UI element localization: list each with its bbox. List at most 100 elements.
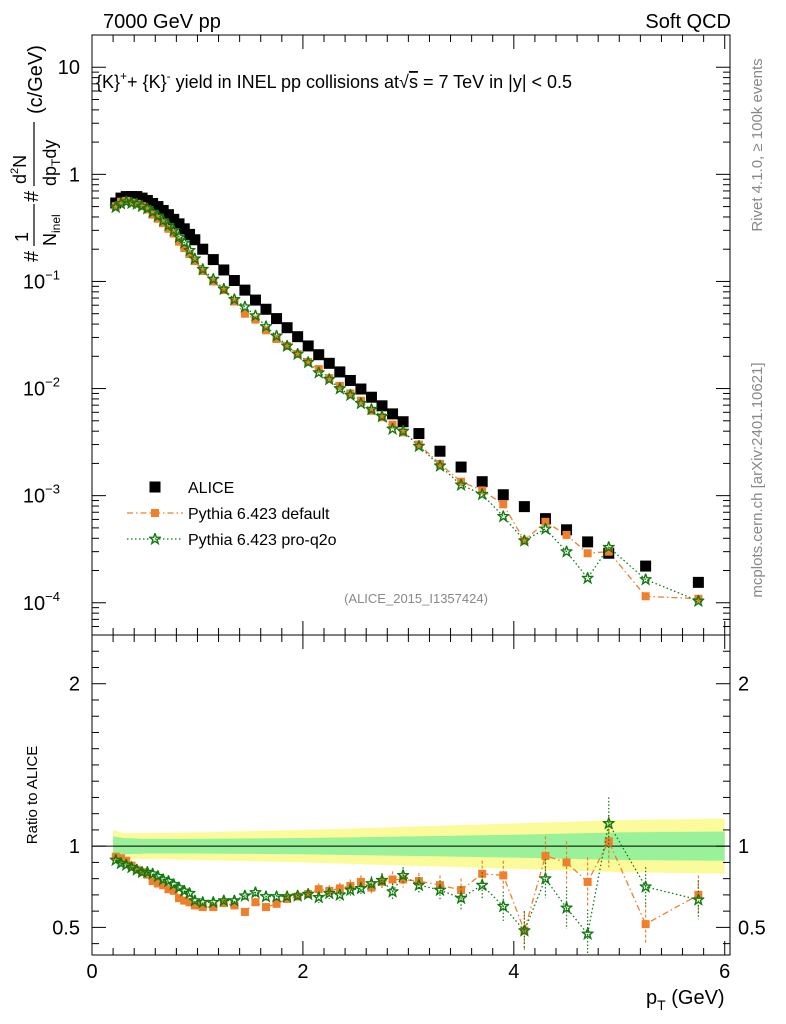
alice-point [365,391,377,403]
main-y-tick-label: 10 [58,57,80,79]
ratio-default-point [388,875,397,884]
legend-marker-alice [149,481,161,493]
ratio-default-point [169,886,178,895]
title-sup2: - [167,69,171,83]
ratio-default-point [148,877,157,886]
ratio-default-point [562,858,571,867]
alice-point [355,383,367,395]
ratio-default-point [198,903,207,912]
ratio-y-label: Ratio to ALICE [24,746,41,844]
ratio-default-point [240,907,249,916]
ratio-q2o-point [581,927,594,940]
ratio-default-point [132,865,141,874]
ratio-y-tick-label-right: 0.5 [738,917,766,939]
svg-text:d2N: d2N [9,155,30,184]
alice-point [239,284,251,296]
ratio-y-tick-label-right: 1 [738,836,749,858]
ylabel-num2sup: 2 [9,168,21,174]
pythia-default-point [346,389,355,398]
alice-point [178,223,190,235]
alice-point [292,331,304,343]
ratio-default-point [604,837,613,846]
main-line-pythia-6-423-default [115,200,699,600]
ratio-frame [91,634,731,956]
header-right: Soft QCD [645,11,731,33]
ylabel-den2: dp [40,166,60,186]
mcplots-label: mcplots.cern.ch [arXiv:2401.10621] [749,362,766,597]
ratio-default-point [641,920,650,929]
main-y-label: # 1 Ninel # d2N dpTdy (c/GeV) [9,45,63,262]
pythia-default-point [399,428,408,437]
x-tick-label: 6 [719,961,730,983]
pythia-default-point [240,309,249,318]
pythia-default-point [262,326,270,335]
pythia-default-point [414,440,423,449]
alice-point [344,374,356,386]
plot-title: {K}++ {K}- yield in INEL pp collisions a… [96,69,572,92]
pythia-default-point [143,205,152,214]
title-sqrt: √ [399,72,409,92]
analysis-id: (ALICE_2015_I1357424) [344,591,488,606]
ratio-default-point [159,881,168,890]
alice-point [260,303,272,315]
ratio-axis-ticks: 0.5 0.5 1 1 2 2 [52,650,766,945]
ratio-default-point [325,886,334,895]
header-left: 7000 GeV pp [103,11,221,33]
legend-label: Pythia 6.423 pro-q2o [188,532,337,549]
pythia-default-point [436,459,444,468]
alice-point [302,340,314,352]
pythia-default-point [583,549,592,558]
ratio-default-point [541,851,550,860]
ratio-default-point [185,898,194,907]
title-mid: yield in INEL pp collisions at [171,72,399,92]
ratio-default-point [457,886,466,895]
pythia-default-point [520,536,529,545]
ratio-y-tick-label-right: 2 [738,674,749,696]
alice-point [413,428,425,440]
ylabel-num2: d [10,174,30,184]
title-k2: {K} [143,72,167,92]
alice-point [376,400,388,412]
alice-point [323,357,335,369]
x-axis-ticks: 0 2 4 6 [86,35,730,983]
title-tail: = 7 TeV in |y| < 0.5 [418,72,572,92]
legend-label: Pythia 6.423 default [188,506,330,523]
ratio-default-point [335,884,344,893]
ratio-series-group [109,797,705,955]
ratio-default-point [153,879,162,888]
svg-text:Ninel: Ninel [40,214,63,246]
alice-point [189,234,201,246]
ratio-default-point [251,898,260,907]
ylabel-num1: 1 [12,232,32,242]
main-y-tick-exp: −2 [45,375,60,390]
x-tick-label: 4 [508,961,519,983]
alice-point [455,461,467,473]
alice-point [476,476,488,488]
ratio-y-tick-label: 1 [69,836,80,858]
pythia-default-point [562,530,571,539]
rivet-label: Rivet 4.1.0, ≥ 100k events [749,58,766,231]
pythia-default-point [304,357,313,366]
alice-point [271,313,283,325]
main-y-tick-label: 10−1 [23,267,60,293]
ratio-y-tick-label: 2 [69,674,80,696]
ratio-default-point [127,861,136,870]
ylabel-hash2: # [21,190,43,202]
pythia-default-point [111,202,120,211]
legend: ALICE Pythia 6.423 default Pythia 6.423 pr… [127,480,337,549]
alice-point [497,489,509,501]
alice-point [207,254,219,266]
ratio-default-point [180,896,189,905]
title-s: s [409,72,418,92]
xlabel-sub: T [657,997,666,1013]
pythia-default-point [499,500,508,509]
ratio-default-point [478,869,487,878]
main-y-tick-label: 10−2 [23,375,60,401]
ratio-default-point [583,877,592,886]
pythia-default-point [185,250,194,259]
pythia-default-point [694,594,703,603]
ratio-y-tick-label: 0.5 [52,917,80,939]
pythia-q2o-point [581,572,594,584]
ratio-default-point [209,903,218,912]
